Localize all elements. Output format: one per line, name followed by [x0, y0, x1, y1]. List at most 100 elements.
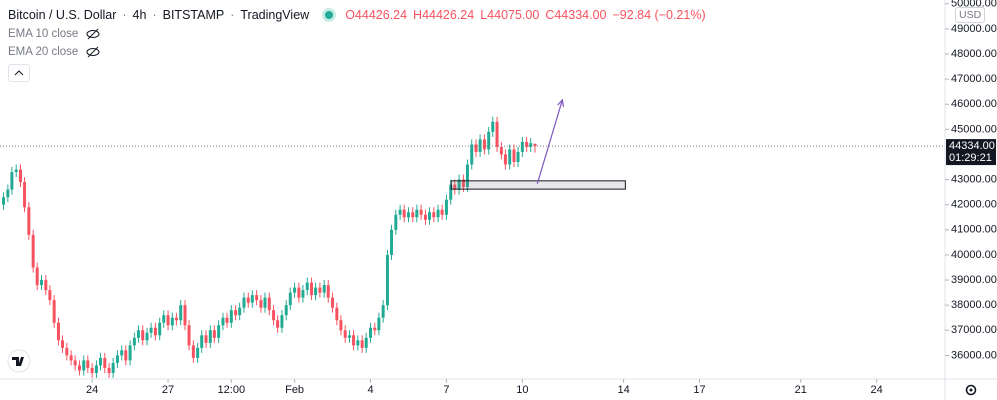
candle-body [512, 149, 516, 162]
candle-body [415, 209, 419, 218]
x-tick-label: 4 [367, 384, 373, 396]
y-tick-label: 41000.00 [951, 224, 997, 236]
candle-body [158, 322, 162, 336]
y-tick-label: 50000.00 [951, 0, 997, 10]
candle-body [432, 212, 436, 218]
candle-body [128, 345, 132, 361]
ohlc-close: C44334.00 [545, 8, 607, 22]
candle-body [225, 317, 229, 323]
interval[interactable]: 4h [132, 8, 147, 22]
candle-body [40, 280, 44, 286]
candle-body [153, 327, 157, 336]
candle-body [2, 197, 6, 205]
candle-body [343, 330, 347, 338]
candle-body [73, 360, 77, 366]
candle-body [124, 350, 128, 361]
currency-button[interactable]: USD [955, 7, 986, 23]
candle-body [14, 169, 18, 173]
candle-body [136, 330, 140, 338]
candle-body [120, 350, 124, 356]
ohlc-change: −92.84 (−0.21%) [612, 8, 706, 22]
y-tick-label: 49000.00 [951, 23, 997, 35]
candle-body [183, 305, 187, 326]
candle-body [335, 307, 339, 321]
candle-body [398, 209, 402, 215]
y-tick-label: 43000.00 [951, 173, 997, 185]
candle-body [310, 282, 314, 296]
candle-body [411, 212, 415, 218]
candle-body [465, 164, 469, 188]
hidden-icon[interactable] [86, 46, 100, 58]
candle-body [170, 317, 174, 326]
candle-body [82, 360, 86, 371]
candle-body [440, 209, 444, 215]
candle-body [533, 143, 537, 147]
collapse-button[interactable] [8, 64, 30, 82]
x-tick-label: 10 [516, 384, 528, 396]
candle-body [23, 182, 27, 208]
candle-body [246, 297, 250, 303]
candle-body [242, 297, 246, 308]
candle-body [474, 144, 478, 152]
indicator[interactable]: EMA 10 close [8, 28, 100, 40]
candle-body [390, 229, 394, 255]
candle-body [65, 347, 69, 356]
x-tick-label: 12:00 [218, 384, 246, 396]
candle-body [482, 139, 486, 150]
candle-body [495, 121, 499, 147]
indicator[interactable]: EMA 20 close [8, 46, 100, 58]
x-tick-label: 24 [86, 384, 98, 396]
candle-body [427, 212, 431, 220]
candle-body [423, 214, 427, 220]
candle-body [305, 282, 309, 291]
candle-body [221, 317, 225, 326]
candle-body [360, 340, 364, 348]
candle-body [48, 290, 52, 301]
candle-body [179, 305, 183, 321]
candle-body [103, 357, 107, 368]
hidden-icon[interactable] [86, 28, 100, 40]
x-tick-label: 21 [795, 384, 807, 396]
candle-body [520, 141, 524, 152]
candle-body [461, 179, 465, 188]
y-tick-label: 38000.00 [951, 299, 997, 311]
candle-body [44, 280, 48, 291]
candle-body [444, 199, 448, 215]
candles [2, 116, 537, 378]
y-tick-label: 37000.00 [951, 324, 997, 336]
candle-body [326, 285, 330, 298]
candle-body [491, 121, 495, 132]
last-price-label: 44334.00 [949, 140, 995, 152]
candle-body [529, 143, 533, 147]
candle-body [6, 189, 10, 198]
candle-body [217, 325, 221, 338]
candle-body [111, 362, 115, 373]
candle-body [200, 335, 204, 348]
candle-body [453, 184, 457, 190]
candle-body [267, 297, 271, 311]
candle-body [234, 310, 238, 316]
candle-body [503, 154, 507, 165]
candle-body [301, 290, 305, 298]
candle-body [86, 360, 90, 368]
candle-body [385, 254, 389, 306]
candle-body [196, 347, 200, 358]
candle-body [284, 305, 288, 316]
candle-body [377, 317, 381, 331]
candle-body [457, 179, 461, 190]
indicator-label: EMA 10 close [8, 28, 79, 40]
candle-body [98, 357, 102, 366]
source: TradingView [240, 8, 310, 22]
candle-body [204, 335, 208, 343]
candle-body [419, 209, 423, 215]
candle-body [259, 300, 263, 308]
candle-body [35, 267, 39, 286]
candle-body [318, 287, 322, 293]
candle-body [516, 151, 520, 162]
settings-icon[interactable] [965, 384, 977, 396]
y-tick-label: 36000.00 [951, 349, 997, 361]
header: Bitcoin / U.S. Dollar · 4h · BITSTAMP · Tra… [8, 8, 706, 22]
y-tick-label: 45000.00 [951, 123, 997, 135]
